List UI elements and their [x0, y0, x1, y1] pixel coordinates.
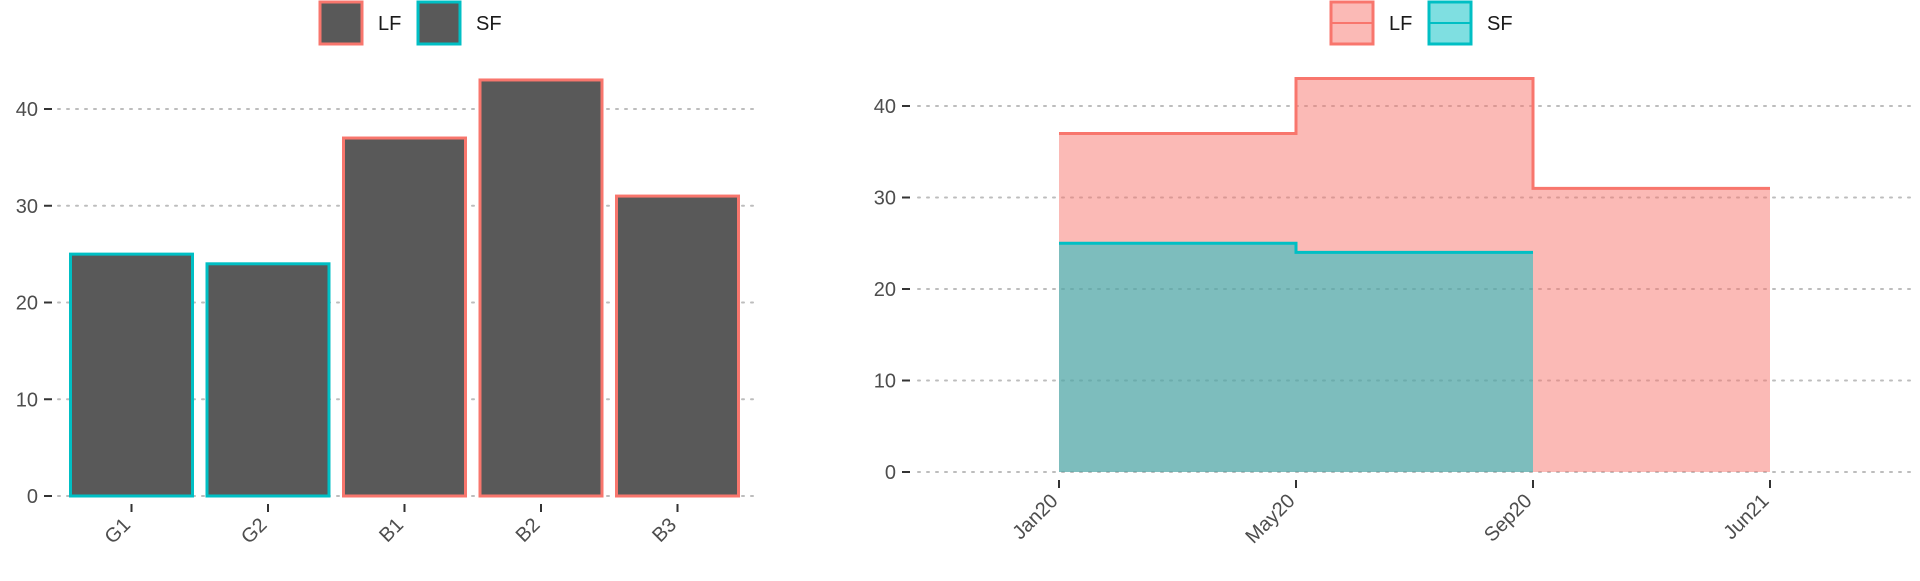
area-legend: LF SF — [1329, 0, 1513, 46]
y-tick-label-20: 20 — [874, 279, 896, 301]
x-tick-label-jan20: Jan20 — [1008, 490, 1062, 544]
bar-legend: LF SF — [318, 0, 502, 46]
y-tick-label-20: 20 — [16, 293, 38, 315]
x-tick-label-sep20: Sep20 — [1480, 490, 1536, 546]
x-tick-label-g2: G2 — [237, 514, 271, 548]
legend-label-lf: LF — [378, 13, 401, 35]
area-fill-sf — [1059, 243, 1533, 472]
y-tick-label-10: 10 — [16, 389, 38, 411]
bar-series — [69, 78, 740, 498]
x-tick-label-b3: B3 — [648, 514, 681, 547]
legend-label-sf: SF — [1487, 13, 1513, 35]
x-tick-label-jun21: Jun21 — [1719, 490, 1773, 544]
y-tick-label-30: 30 — [874, 188, 896, 210]
bar-chart: LF SF 0 10 20 30 40 G1 G2 B1 B2 B3 — [16, 0, 761, 548]
legend-key-lf — [318, 0, 364, 46]
bar-g1 — [69, 252, 194, 498]
y-tick-label-30: 30 — [16, 196, 38, 218]
y-tick-label-10: 10 — [874, 371, 896, 393]
bar-x-axis: G1 G2 B1 B2 B3 — [101, 504, 681, 548]
x-tick-label-g1: G1 — [101, 514, 135, 548]
y-tick-label-0: 0 — [27, 486, 38, 508]
area-line-sf — [1059, 241, 1533, 254]
legend-key-sf — [416, 0, 462, 46]
x-tick-label-b2: B2 — [512, 514, 545, 547]
area-x-axis: Jan20 May20 Sep20 Jun21 — [1008, 480, 1774, 548]
legend-label-lf: LF — [1389, 13, 1412, 35]
y-tick-label-40: 40 — [874, 96, 896, 118]
y-tick-label-40: 40 — [16, 99, 38, 121]
area-chart: LF SF 0 10 20 30 40 Jan20 May20 Sep20 Jun21 — [874, 0, 1911, 548]
bar-g2 — [205, 262, 331, 498]
x-tick-label-may20: May20 — [1242, 490, 1300, 548]
area-series — [1059, 77, 1770, 473]
legend-label-sf: SF — [476, 13, 502, 35]
x-tick-label-b1: B1 — [375, 514, 408, 547]
area-line-lf — [1059, 77, 1770, 190]
bar-b3 — [615, 194, 740, 498]
y-tick-label-0: 0 — [885, 462, 896, 484]
bar-b1 — [342, 136, 467, 498]
bar-b2 — [478, 78, 604, 498]
